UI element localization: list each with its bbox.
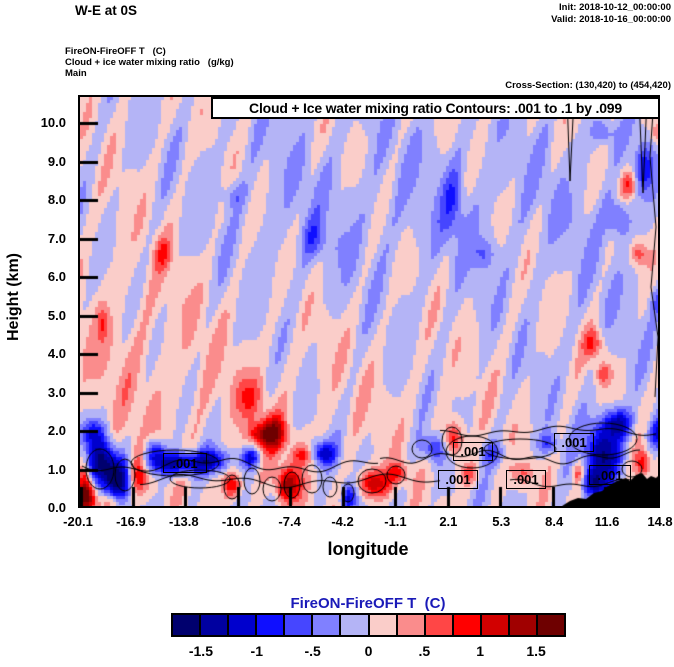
x-tick-label: 14.8 <box>647 514 673 529</box>
valid-time: Valid: 2018-10-16_00:00:00 <box>551 14 671 25</box>
colorbar-cell <box>538 615 565 635</box>
field-descriptions: FireON-FireOFF T (C) Cloud + ice water m… <box>65 46 234 79</box>
colorbar-cell <box>453 615 482 635</box>
x-tick-label: -16.9 <box>116 514 146 529</box>
colorbar-cell <box>481 615 510 635</box>
colorbar-tick-label: 1 <box>476 643 485 659</box>
colorbar-cell <box>341 615 370 635</box>
colorbar-cell <box>257 615 286 635</box>
colorbar-cell <box>425 615 454 635</box>
domain-label: Main <box>65 68 87 79</box>
x-tick-label: -10.6 <box>221 514 252 529</box>
y-tick-label: 9.0 <box>47 153 66 169</box>
x-tick-label: -13.8 <box>168 514 199 529</box>
x-tick-label: 8.4 <box>545 514 564 529</box>
y-tick-label: 1.0 <box>47 461 66 477</box>
colorbar-tick-label: .5 <box>418 643 431 659</box>
y-tick-label: 5.0 <box>47 307 66 323</box>
colorbar-tick-label: -.5 <box>304 643 321 659</box>
colorbar-cell <box>173 615 202 635</box>
y-tick-label: 6.0 <box>47 269 66 284</box>
y-tick-label: 7.0 <box>47 230 66 246</box>
y-tick-label: 2.0 <box>47 423 66 438</box>
x-tick-label: 2.1 <box>439 514 458 529</box>
colorbar <box>171 613 566 637</box>
contour-value-label: .001 <box>554 433 594 452</box>
contour-value-label: .001 <box>506 470 546 489</box>
run-times: Init: 2018-10-12_00:00:00 Valid: 2018-10… <box>551 2 671 26</box>
x-tick-label: 11.6 <box>594 514 620 529</box>
x-tick-label: 5.3 <box>492 514 511 529</box>
contour-info-box: Cloud + Ice water mixing ratio Contours:… <box>211 97 660 119</box>
y-tick-label: 8.0 <box>47 192 66 207</box>
x-tick-label: -20.1 <box>63 514 93 529</box>
colorbar-tick-label: -1 <box>250 643 263 659</box>
contour-field-label: Cloud + ice water mixing ratio (g/kg) <box>65 57 234 68</box>
colorbar-cell <box>229 615 258 635</box>
colorbar-tick-label: -1.5 <box>188 643 213 659</box>
page-title: W-E at 0S <box>75 3 137 18</box>
shaded-field-label: FireON-FireOFF T (C) <box>65 46 166 57</box>
colorbar-tick-label: 1.5 <box>526 643 546 659</box>
colorbar-tick-label: 0 <box>364 643 373 659</box>
colorbar-cell <box>313 615 342 635</box>
y-tick-label: 10.0 <box>40 115 66 130</box>
x-axis-title: longitude <box>327 539 409 559</box>
x-tick-label: -4.2 <box>331 514 354 529</box>
colorbar-cell <box>285 615 314 635</box>
x-tick-label: -1.1 <box>384 514 407 529</box>
cross-section-coords: Cross-Section: (130,420) to (454,420) <box>505 80 671 91</box>
x-tick-label: -7.4 <box>278 514 301 529</box>
colorbar-cell <box>509 615 539 635</box>
y-tick-label: 4.0 <box>47 346 66 361</box>
y-tick-label: 3.0 <box>47 384 66 400</box>
init-time: Init: 2018-10-12_00:00:00 <box>559 2 671 13</box>
contour-value-label: .001 <box>589 465 631 485</box>
cross-section-field-canvas <box>80 97 658 506</box>
contour-value-label: .001 <box>453 442 493 461</box>
cross-section-plot: Cloud + Ice water mixing ratio Contours:… <box>78 95 660 508</box>
colorbar-cell <box>201 615 230 635</box>
y-tick-label: 0.0 <box>47 500 66 515</box>
colorbar-cell <box>369 615 398 635</box>
colorbar-cell <box>397 615 426 635</box>
contour-value-label: .001 <box>438 470 478 489</box>
colorbar-title: FireON-FireOFF T (C) <box>290 595 446 612</box>
y-axis-title: Height (km) <box>5 253 22 341</box>
contour-value-label: .001 <box>163 453 207 473</box>
